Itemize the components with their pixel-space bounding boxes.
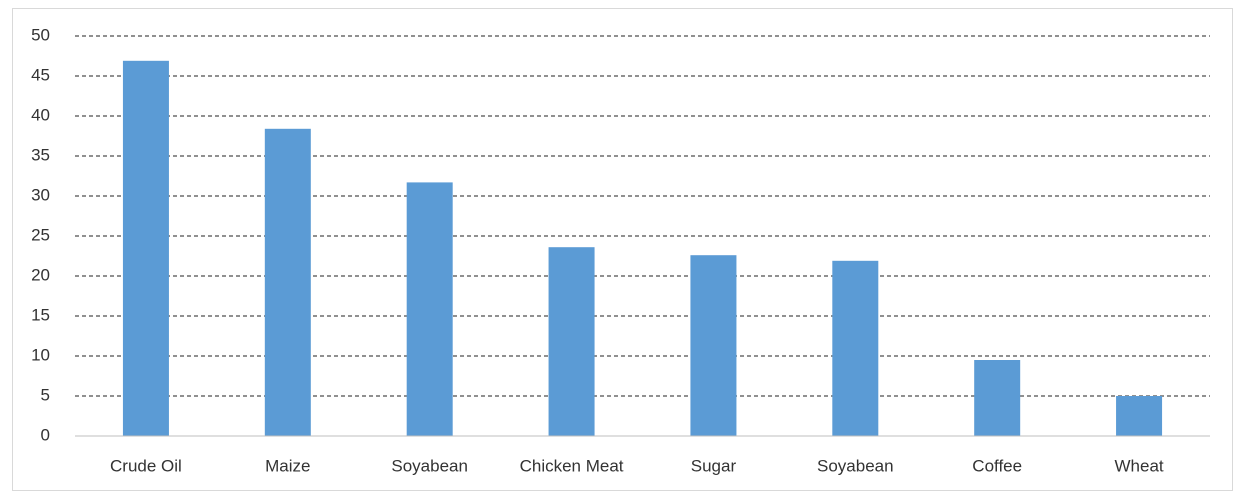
x-tick-label: Maize <box>265 456 310 475</box>
bar <box>548 247 595 436</box>
x-tick-label: Sugar <box>691 456 737 475</box>
bar <box>690 255 737 436</box>
bar <box>974 360 1021 436</box>
x-tick-label: Coffee <box>972 456 1022 475</box>
y-tick-label: 50 <box>31 25 50 44</box>
y-tick-label: 5 <box>41 385 50 404</box>
y-tick-label: 45 <box>31 65 50 84</box>
y-tick-label: 40 <box>31 105 50 124</box>
bar <box>122 60 169 437</box>
y-tick-label: 35 <box>31 145 50 164</box>
y-tick-label: 25 <box>31 225 50 244</box>
bar <box>1116 396 1163 436</box>
y-tick-label: 10 <box>31 345 50 364</box>
x-tick-label: Soyabean <box>817 456 894 475</box>
x-tick-label: Wheat <box>1114 456 1163 475</box>
chart-border <box>12 8 1233 491</box>
bar <box>264 128 311 437</box>
bar <box>406 182 453 436</box>
y-tick-label: 20 <box>31 265 50 284</box>
x-tick-label: Crude Oil <box>110 456 182 475</box>
y-tick-label: 30 <box>31 185 50 204</box>
x-tick-label: Soyabean <box>391 456 468 475</box>
y-tick-label: 15 <box>31 305 50 324</box>
bar <box>832 260 879 436</box>
y-tick-label: 0 <box>41 425 50 444</box>
x-tick-label: Chicken Meat <box>520 456 624 475</box>
